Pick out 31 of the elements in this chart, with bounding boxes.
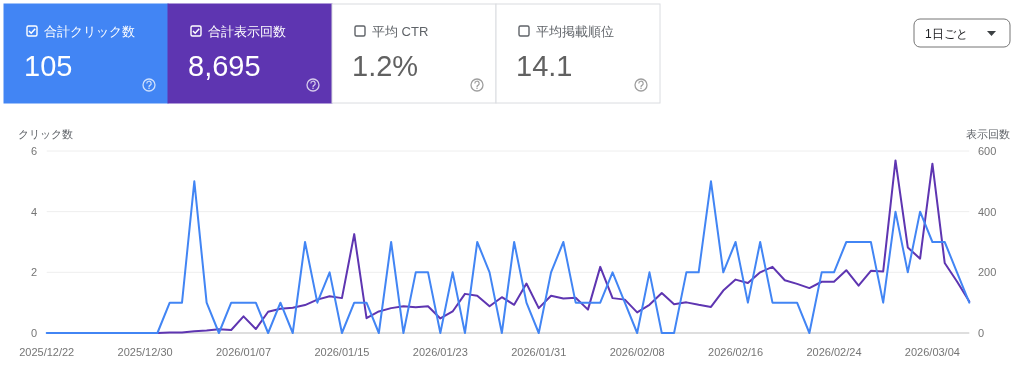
x-tick-label: 2026/02/08: [609, 346, 665, 358]
y-tick-label: 2: [30, 266, 37, 279]
x-tick-label: 2026/01/31: [511, 346, 567, 358]
x-tick-label: 2026/02/24: [806, 346, 862, 358]
category-label: 平均掲載順位: [536, 24, 614, 39]
category-label: 合計クリック数: [44, 24, 135, 39]
text: 8,695: [188, 50, 261, 82]
x-tick-label: 2026/01/23: [412, 346, 468, 358]
x-tick-label: 2026/01/07: [215, 346, 272, 358]
x-tick-label: 2026/03/04: [904, 346, 960, 358]
line-series: [45, 180, 971, 334]
text: 1.2%: [352, 50, 419, 82]
x-tick-label: 2026/02/16: [708, 346, 764, 358]
text: 1日ごと: [925, 26, 968, 41]
x-tick-label: 2026/01/15: [314, 346, 370, 358]
y2-axis-title: 表示回数: [966, 128, 1010, 140]
category-label: 平均 CTR: [372, 24, 429, 39]
y2-tick-label: 400: [978, 205, 997, 218]
y-tick-label: 0: [30, 327, 37, 339]
x-tick-label: 2025/12/22: [19, 346, 75, 358]
y2-tick-label: 200: [978, 266, 997, 279]
y2-tick-label: 600: [978, 145, 997, 157]
text: 14.1: [516, 50, 573, 82]
y-tick-label: 4: [30, 205, 37, 218]
y-axis-title: クリック数: [18, 128, 73, 140]
category-label: 合計表示回数: [208, 24, 286, 39]
text: 105: [24, 50, 73, 82]
y2-tick-label: 0: [978, 327, 985, 339]
line-series: [156, 159, 971, 334]
y-tick-label: 6: [30, 145, 37, 157]
x-tick-label: 2025/12/30: [117, 346, 173, 358]
